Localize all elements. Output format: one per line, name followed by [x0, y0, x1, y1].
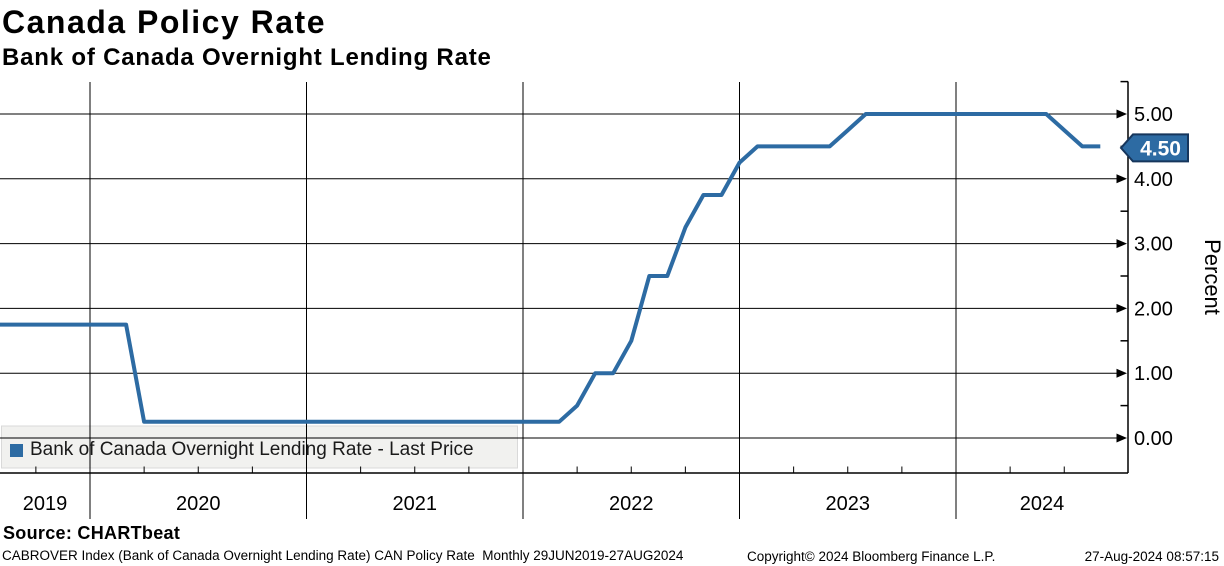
policy-rate-chart: 0.00 1.00 2.00 3.00 4.00 5.00 2019 2020 2021 202…	[0, 80, 1224, 519]
y-tick-arrow-icon	[1116, 109, 1127, 119]
legend-box	[1, 425, 518, 469]
x-year-label: 2022	[609, 493, 654, 515]
timestamp-text: 27-Aug-2024 08:57:15	[1084, 549, 1219, 564]
y-tick-arrow-icon	[1116, 368, 1127, 378]
series-layer	[0, 112, 1101, 424]
y-tick-label: 3.00	[1134, 234, 1173, 256]
y-tick-arrow-icon	[1116, 303, 1127, 313]
y-tick-arrow-icon	[1116, 174, 1127, 184]
y-tick-arrow-icon	[1116, 239, 1127, 249]
x-year-label: 2023	[826, 493, 871, 515]
copyright-text: Copyright© 2024 Bloomberg Finance L.P.	[747, 549, 996, 564]
last-price-value: 4.50	[1140, 137, 1181, 160]
y-tick-arrow-icon	[1116, 433, 1127, 443]
last-price-tag	[1119, 133, 1189, 163]
y-tick-label: 5.00	[1134, 104, 1173, 126]
source-text: Source: CHARTbeat	[3, 523, 181, 543]
page-title: Canada Policy Rate	[2, 4, 326, 40]
y-tick-label: 4.00	[1134, 169, 1173, 191]
y-tick-label: 2.00	[1134, 298, 1173, 320]
y-tick-label: 0.00	[1134, 428, 1173, 450]
axis-layer: 2019 2020 2021 2022 2023 2024 Percent	[0, 81, 1224, 515]
y-tick-label: 1.00	[1134, 363, 1173, 385]
page-subtitle: Bank of Canada Overnight Lending Rate	[2, 44, 492, 71]
legend-label: Bank of Canada Overnight Lending Rate - …	[30, 439, 474, 460]
x-year-label: 2021	[393, 493, 438, 515]
grid-layer: 0.00 1.00 2.00 3.00 4.00 5.00	[0, 80, 1173, 519]
ticker-description: CABROVER Index (Bank of Canada Overnight…	[2, 548, 684, 563]
x-year-label: 2020	[176, 493, 221, 515]
legend-swatch-icon	[10, 443, 23, 457]
legend: Bank of Canada Overnight Lending Rate - …	[10, 439, 474, 460]
rate-line	[0, 112, 1101, 424]
x-year-label: 2024	[1020, 493, 1065, 515]
x-year-label: 2019	[23, 493, 68, 515]
annotation-layer: 4.50	[1119, 133, 1189, 163]
legend-background-layer	[1, 425, 518, 469]
y-axis-title: Percent	[1200, 239, 1224, 315]
